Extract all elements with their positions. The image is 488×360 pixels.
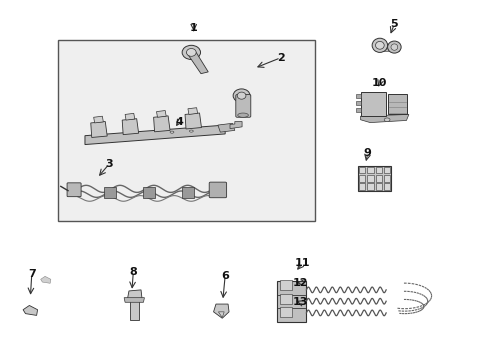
Bar xyxy=(379,45,398,51)
FancyBboxPatch shape xyxy=(235,95,250,117)
Ellipse shape xyxy=(390,44,397,50)
Polygon shape xyxy=(122,119,138,135)
Polygon shape xyxy=(218,312,224,318)
Ellipse shape xyxy=(237,113,248,117)
Polygon shape xyxy=(91,122,107,138)
Bar xyxy=(130,299,138,320)
Polygon shape xyxy=(229,122,242,129)
Polygon shape xyxy=(125,113,135,120)
Text: 9: 9 xyxy=(363,148,371,158)
Text: 7: 7 xyxy=(28,269,36,279)
Text: 4: 4 xyxy=(175,117,183,126)
Bar xyxy=(355,94,361,99)
Text: 10: 10 xyxy=(371,77,387,87)
Polygon shape xyxy=(156,111,166,117)
Ellipse shape xyxy=(237,92,245,99)
Bar xyxy=(375,175,381,182)
Polygon shape xyxy=(85,125,224,145)
Bar xyxy=(58,40,314,221)
Bar xyxy=(375,183,381,190)
Polygon shape xyxy=(153,116,170,132)
Bar xyxy=(355,108,361,112)
Bar xyxy=(383,167,389,174)
Ellipse shape xyxy=(186,49,196,56)
Bar xyxy=(366,167,373,174)
Bar xyxy=(355,100,361,105)
Bar xyxy=(277,281,306,322)
Bar xyxy=(104,187,116,198)
Text: 13: 13 xyxy=(292,297,307,307)
Bar xyxy=(375,167,381,174)
Polygon shape xyxy=(184,113,201,129)
Polygon shape xyxy=(94,116,103,123)
Ellipse shape xyxy=(375,41,384,49)
Ellipse shape xyxy=(371,38,387,53)
Bar xyxy=(366,183,373,190)
Ellipse shape xyxy=(182,45,200,59)
Bar xyxy=(387,94,406,114)
Bar xyxy=(357,166,390,191)
Text: 11: 11 xyxy=(294,258,309,268)
Polygon shape xyxy=(124,298,144,302)
Bar xyxy=(279,294,291,304)
Bar xyxy=(358,167,365,174)
Polygon shape xyxy=(187,108,197,114)
Text: 1: 1 xyxy=(189,23,197,33)
Polygon shape xyxy=(218,123,234,132)
Text: 8: 8 xyxy=(129,267,137,277)
Text: 2: 2 xyxy=(276,53,284,63)
Bar xyxy=(383,175,389,182)
Ellipse shape xyxy=(384,118,389,122)
Bar xyxy=(360,92,385,116)
Ellipse shape xyxy=(387,41,400,53)
Bar xyxy=(383,183,389,190)
Ellipse shape xyxy=(170,131,174,133)
Bar xyxy=(181,187,193,198)
Ellipse shape xyxy=(233,89,249,102)
Bar xyxy=(279,280,291,290)
Polygon shape xyxy=(127,290,142,299)
Ellipse shape xyxy=(189,130,193,132)
Text: 5: 5 xyxy=(390,19,397,29)
Bar xyxy=(358,183,365,190)
Text: 6: 6 xyxy=(221,271,229,281)
Polygon shape xyxy=(23,306,38,315)
Polygon shape xyxy=(41,276,51,283)
FancyBboxPatch shape xyxy=(209,182,226,198)
Polygon shape xyxy=(186,53,208,74)
Polygon shape xyxy=(360,114,408,123)
Polygon shape xyxy=(213,304,228,318)
Bar xyxy=(358,175,365,182)
Bar xyxy=(366,175,373,182)
FancyBboxPatch shape xyxy=(67,183,81,197)
Text: 12: 12 xyxy=(292,278,307,288)
Bar xyxy=(142,187,155,198)
Text: 3: 3 xyxy=(105,159,113,169)
Bar xyxy=(279,307,291,317)
